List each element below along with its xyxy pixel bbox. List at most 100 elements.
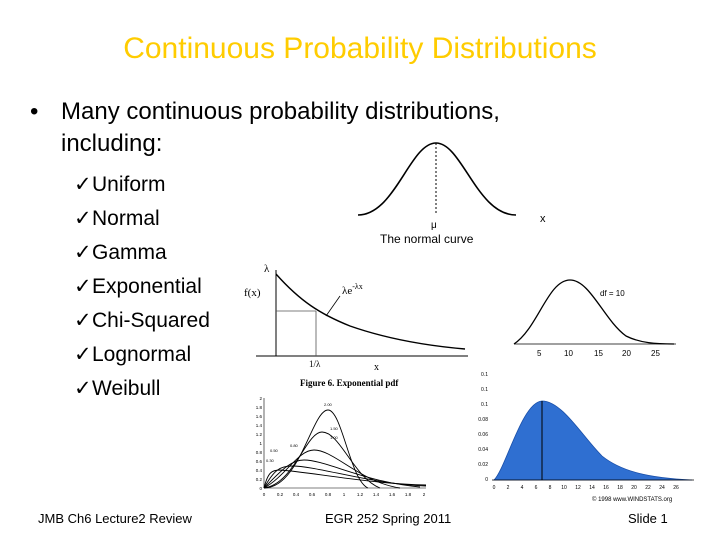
svg-text:0.8: 0.8: [256, 450, 263, 455]
svg-text:1.4: 1.4: [256, 423, 263, 428]
list-item: ✓Uniform: [74, 168, 210, 202]
list-item: ✓Weibull: [74, 372, 210, 406]
list-item: ✓Gamma: [74, 236, 210, 270]
lognormal-area: [493, 400, 693, 481]
gamma-curve: [263, 459, 421, 489]
svg-text:1: 1: [343, 492, 346, 497]
svg-text:1.4: 1.4: [373, 492, 380, 497]
check-icon: ✓: [74, 309, 92, 332]
svg-text:0.1: 0.1: [481, 387, 488, 393]
lognormal-figure: 0.1 0.1 0.1 0.08 0.06 0.04 0.02 0 0 2 4 …: [478, 372, 694, 503]
tick-label: 10: [564, 349, 573, 358]
svg-text:0.04: 0.04: [478, 447, 488, 453]
svg-text:1.2: 1.2: [357, 492, 364, 497]
svg-text:10: 10: [561, 485, 567, 491]
svg-text:22: 22: [645, 485, 651, 491]
svg-text:0.2: 0.2: [256, 477, 263, 482]
check-icon: ✓: [74, 207, 92, 230]
svg-text:0.4: 0.4: [293, 492, 300, 497]
svg-text:1.6: 1.6: [389, 492, 396, 497]
windstats-credit: © 1998 www.WINDSTATS.org: [592, 496, 672, 503]
slide-number: Slide 1: [628, 511, 668, 526]
gamma-curve: [263, 409, 369, 489]
footer-center: EGR 252 Spring 2011: [325, 511, 452, 526]
check-icon: ✓: [74, 241, 92, 264]
normal-curve: [357, 142, 517, 216]
svg-text:8: 8: [549, 485, 552, 491]
bullet-marker: •: [30, 98, 39, 125]
check-icon: ✓: [74, 343, 92, 366]
chi-squared-curve: [513, 279, 675, 345]
exp-x-label: x: [374, 362, 379, 373]
svg-text:2: 2: [507, 485, 510, 491]
svg-text:1.6: 1.6: [256, 414, 263, 419]
svg-text:20: 20: [631, 485, 637, 491]
lognormal-x-ticks: 0 2 4 6 8 10 12 14 16 18 20 22 24 26: [493, 485, 679, 491]
check-icon: ✓: [74, 275, 92, 298]
check-icon: ✓: [74, 173, 92, 196]
gamma-figure: 2 1.8 1.6 1.4 1.2 1 0.8 0.6 0.4 0.2 0 0 …: [256, 396, 427, 497]
list-item: ✓Normal: [74, 202, 210, 236]
svg-text:24: 24: [659, 485, 665, 491]
gamma-x-ticks: 0 0.2 0.4 0.6 0.8 1 1.2 1.4 1.6 1.8 2: [263, 492, 426, 497]
svg-text:0.1: 0.1: [481, 402, 488, 408]
tick-label: 15: [594, 349, 603, 358]
tick-label: 25: [651, 349, 660, 358]
svg-text:2.00: 2.00: [324, 402, 333, 407]
svg-text:18: 18: [617, 485, 623, 491]
svg-text:1.00: 1.00: [330, 435, 339, 440]
svg-text:1.8: 1.8: [405, 492, 412, 497]
svg-text:14: 14: [589, 485, 595, 491]
gamma-curve: [263, 469, 427, 489]
exponential-figure: λ f(x) λe-λx 1/λ x Figure 6. Exponential…: [244, 263, 468, 388]
svg-text:0: 0: [263, 492, 266, 497]
svg-text:0.2: 0.2: [277, 492, 284, 497]
mu-label: μ: [431, 220, 437, 231]
normal-curve-figure: μ x The normal curve: [357, 142, 546, 246]
svg-text:1: 1: [259, 441, 262, 446]
svg-text:0.02: 0.02: [478, 462, 488, 468]
lambda-label: λ: [264, 263, 270, 275]
bullet-text: Many continuous probability distribution…: [61, 98, 500, 157]
gamma-curve-labels: 2.00 1.50 1.00 0.80 0.50 0.30: [266, 402, 339, 463]
gamma-curves: [263, 409, 427, 489]
svg-text:0: 0: [259, 486, 262, 491]
svg-text:0.06: 0.06: [478, 432, 488, 438]
chi-x-ticks: 5 10 15 20 25: [537, 349, 660, 358]
svg-text:4: 4: [521, 485, 524, 491]
exponential-formula: λe-λx: [342, 282, 363, 297]
list-item: ✓Chi-Squared: [74, 304, 210, 338]
svg-text:1.2: 1.2: [256, 432, 263, 437]
tick-label: 20: [622, 349, 631, 358]
gamma-y-ticks: 2 1.8 1.6 1.4 1.2 1 0.8 0.6 0.4 0.2 0: [256, 396, 263, 491]
svg-text:0: 0: [485, 477, 488, 483]
list-item: ✓Lognormal: [74, 338, 210, 372]
svg-text:0.30: 0.30: [266, 458, 275, 463]
svg-text:0.6: 0.6: [256, 459, 263, 464]
svg-text:1.8: 1.8: [256, 405, 263, 410]
list-item: ✓Exponential: [74, 270, 210, 304]
slide-title: Continuous Probability Distributions: [123, 32, 597, 65]
gamma-curve: [263, 449, 401, 489]
svg-text:6: 6: [535, 485, 538, 491]
check-icon: ✓: [74, 377, 92, 400]
distribution-list: ✓Uniform ✓Normal ✓Gamma ✓Exponential ✓Ch…: [74, 168, 210, 406]
svg-text:0.1: 0.1: [481, 372, 488, 378]
df-label: df = 10: [600, 289, 625, 298]
svg-text:0.08: 0.08: [478, 417, 488, 423]
footer-left: JMB Ch6 Lecture2 Review: [38, 511, 192, 526]
chi-squared-figure: df = 10 5 10 15 20 25: [508, 268, 680, 364]
exponential-curve: [275, 273, 466, 350]
svg-text:2: 2: [259, 396, 262, 401]
one-over-lambda-label: 1/λ: [309, 359, 321, 369]
exponential-caption: Figure 6. Exponential pdf: [300, 378, 399, 388]
svg-text:26: 26: [673, 485, 679, 491]
lognormal-y-ticks: 0.1 0.1 0.1 0.08 0.06 0.04 0.02 0: [478, 372, 488, 483]
svg-text:16: 16: [603, 485, 609, 491]
svg-text:0: 0: [493, 485, 496, 491]
formula-pointer: [325, 295, 341, 317]
svg-text:0.80: 0.80: [290, 443, 299, 448]
svg-text:1.50: 1.50: [330, 426, 339, 431]
normal-caption: The normal curve: [380, 232, 474, 246]
svg-text:0.4: 0.4: [256, 468, 263, 473]
